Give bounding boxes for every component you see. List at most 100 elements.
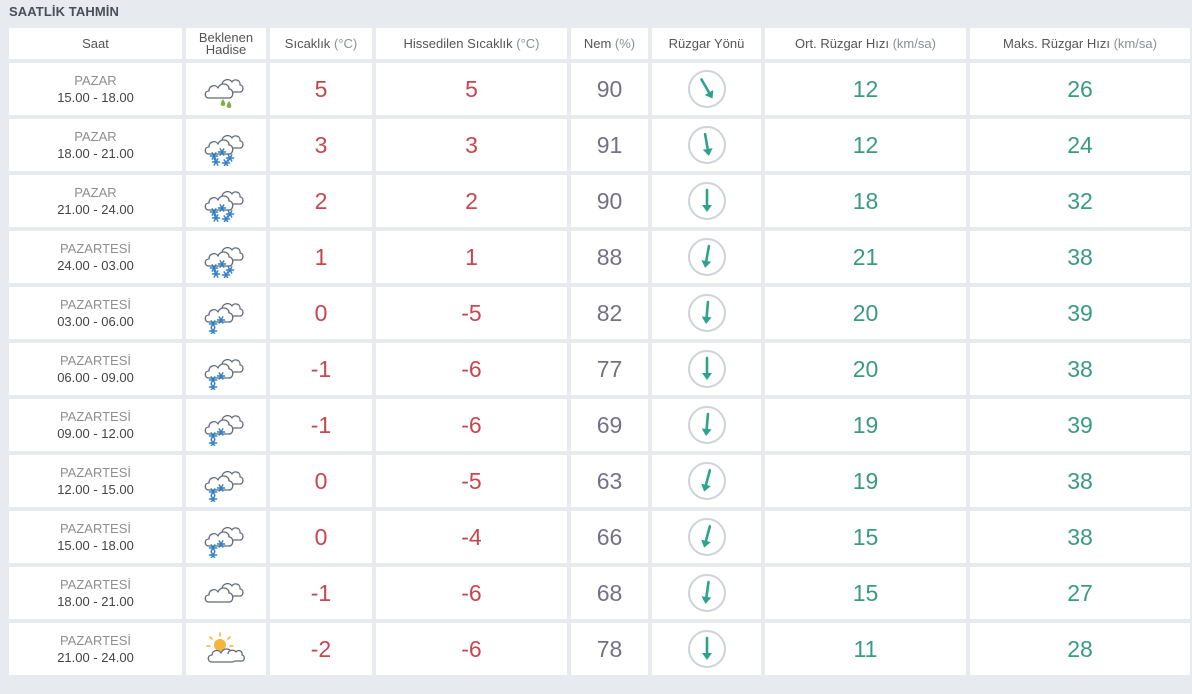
feels-like-value: 3: [465, 131, 478, 158]
row-hours-label: 24.00 - 03.00: [57, 258, 134, 273]
row-5-avg-wind-cell: 20: [765, 343, 966, 395]
wind-direction-arrow-icon: [687, 237, 727, 277]
row-0-wind-direction-cell: [652, 63, 761, 115]
row-0-humidity-cell: 90: [571, 63, 648, 115]
temperature-value: -1: [310, 579, 332, 606]
header-ruzgar-yonu: Rüzgar Yönü: [652, 28, 761, 59]
wind-direction-arrow-icon: [687, 461, 727, 501]
temperature-value: 0: [314, 299, 328, 326]
row-4-feels-like-cell: -5: [376, 287, 567, 339]
row-7-humidity-cell: 63: [571, 455, 648, 507]
row-5-feels-like-cell: -6: [376, 343, 567, 395]
row-9-humidity-cell: 68: [571, 567, 648, 619]
row-3-humidity-cell: 88: [571, 231, 648, 283]
max-wind-value: 38: [1067, 243, 1093, 270]
row-7-wind-direction-cell: [652, 455, 761, 507]
header-hissedilen-label: Hissedilen Sıcaklık: [403, 35, 513, 51]
row-5-temperature-cell: -1: [270, 343, 372, 395]
temperature-value: -1: [310, 355, 332, 382]
row-2-time-cell: PAZAR 21.00 - 24.00: [9, 175, 182, 227]
row-hours-label: 15.00 - 18.00: [57, 538, 134, 553]
header-nem: Nem (%): [571, 28, 648, 59]
row-2-avg-wind-cell: 18: [765, 175, 966, 227]
row-7-temperature-cell: 0: [270, 455, 372, 507]
max-wind-value: 27: [1067, 579, 1093, 606]
temperature-value: -1: [310, 411, 332, 438]
row-9-avg-wind-cell: 15: [765, 567, 966, 619]
row-day-label: PAZAR: [74, 129, 117, 144]
row-day-label: PAZARTESİ: [59, 241, 132, 256]
row-8-humidity-cell: 66: [571, 511, 648, 563]
row-0-avg-wind-cell: 12: [765, 63, 966, 115]
row-5-max-wind-cell: 38: [970, 343, 1190, 395]
feels-like-value: -6: [461, 355, 482, 382]
row-9-temperature-cell: -1: [270, 567, 372, 619]
row-10-time-cell: PAZARTESİ 21.00 - 24.00: [9, 623, 182, 675]
row-1-avg-wind-cell: 12: [765, 119, 966, 171]
row-1-wind-direction-cell: [652, 119, 761, 171]
row-day-label: PAZARTESİ: [59, 521, 132, 536]
temperature-value: 1: [314, 243, 328, 270]
row-0-temperature-cell: 5: [270, 63, 372, 115]
header-hadise-line2: Hadise: [205, 41, 247, 57]
wind-direction-arrow-icon: [687, 517, 727, 557]
row-6-time-cell: PAZARTESİ 09.00 - 12.00: [9, 399, 182, 451]
row-5-weather-cell: [186, 343, 266, 395]
max-wind-value: 28: [1067, 635, 1093, 662]
temperature-value: 0: [314, 523, 328, 550]
wind-direction-arrow-icon: [687, 573, 727, 613]
row-0-weather-cell: [186, 63, 266, 115]
temperature-value: 2: [314, 187, 328, 214]
wind-direction-arrow-icon: [687, 405, 727, 445]
row-10-wind-direction-cell: [652, 623, 761, 675]
row-10-weather-cell: [186, 623, 266, 675]
light-snow-cloud-icon: [202, 460, 250, 502]
row-3-weather-cell: [186, 231, 266, 283]
humidity-value: 82: [596, 299, 623, 326]
row-2-temperature-cell: 2: [270, 175, 372, 227]
row-8-wind-direction-cell: [652, 511, 761, 563]
temperature-value: 0: [314, 467, 328, 494]
feels-like-value: 2: [465, 187, 478, 214]
row-0-max-wind-cell: 26: [970, 63, 1190, 115]
light-snow-cloud-icon: [202, 404, 250, 446]
row-7-feels-like-cell: -5: [376, 455, 567, 507]
hourly-forecast-table: Saat Beklenen Hadise Sıcaklık (°C) Hissed…: [9, 28, 1190, 675]
humidity-value: 66: [596, 523, 623, 550]
humidity-value: 91: [596, 131, 623, 158]
header-sicaklik-label: Sıcaklık: [284, 35, 331, 51]
wind-direction-arrow-icon: [687, 181, 727, 221]
row-4-humidity-cell: 82: [571, 287, 648, 339]
row-8-feels-like-cell: -4: [376, 511, 567, 563]
avg-wind-value: 15: [852, 579, 879, 606]
row-1-time-cell: PAZAR 18.00 - 21.00: [9, 119, 182, 171]
row-1-humidity-cell: 91: [571, 119, 648, 171]
max-wind-value: 32: [1067, 187, 1093, 214]
feels-like-value: -4: [461, 523, 482, 550]
max-wind-value: 38: [1067, 355, 1093, 382]
cloud-icon: [202, 572, 250, 614]
header-hissedilen-sicaklik: Hissedilen Sıcaklık (°C): [376, 28, 567, 59]
avg-wind-value: 19: [852, 467, 879, 494]
row-8-time-cell: PAZARTESİ 15.00 - 18.00: [9, 511, 182, 563]
wind-direction-arrow-icon: [687, 69, 727, 109]
row-1-temperature-cell: 3: [270, 119, 372, 171]
light-snow-cloud-icon: [202, 292, 250, 334]
wind-direction-arrow-icon: [687, 125, 727, 165]
row-8-weather-cell: [186, 511, 266, 563]
partly-cloudy-icon: [202, 628, 250, 670]
row-10-max-wind-cell: 28: [970, 623, 1190, 675]
row-4-weather-cell: [186, 287, 266, 339]
humidity-value: 77: [596, 355, 623, 382]
header-sicaklik-unit: (°C): [333, 35, 358, 51]
row-hours-label: 15.00 - 18.00: [57, 90, 134, 105]
temperature-value: -2: [310, 635, 332, 662]
row-9-time-cell: PAZARTESİ 18.00 - 21.00: [9, 567, 182, 619]
row-day-label: PAZARTESİ: [59, 353, 132, 368]
row-10-avg-wind-cell: 11: [765, 623, 966, 675]
row-hours-label: 21.00 - 24.00: [57, 650, 134, 665]
row-day-label: PAZARTESİ: [59, 409, 132, 424]
header-ruzgar-yonu-label: Rüzgar Yönü: [668, 35, 745, 51]
row-0-time-cell: PAZAR 15.00 - 18.00: [9, 63, 182, 115]
row-hours-label: 21.00 - 24.00: [57, 202, 134, 217]
